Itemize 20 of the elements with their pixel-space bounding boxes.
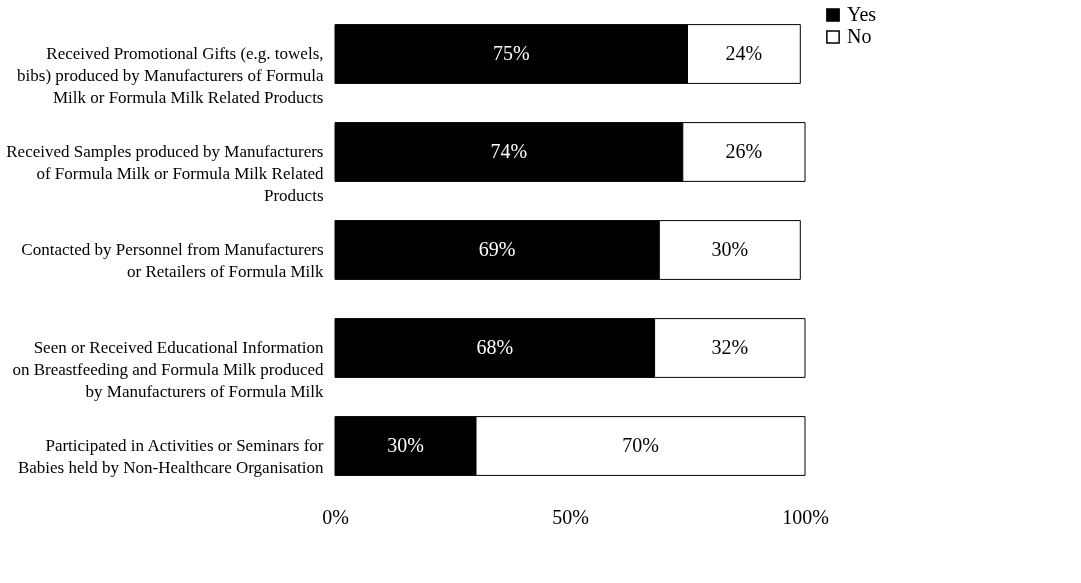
data-label: 69% [478, 238, 516, 260]
legend-label: No [847, 25, 872, 47]
data-label: 68% [476, 336, 514, 358]
data-label: 30% [387, 434, 424, 456]
data-label: 30% [711, 238, 749, 260]
x-tick-label: 0% [322, 505, 349, 528]
x-tick-label: 100% [782, 505, 829, 528]
data-label: 75% [492, 42, 530, 64]
data-label: 32% [711, 336, 749, 358]
data-label: 24% [725, 42, 763, 64]
y-tick-label: Received Samples produced by Manufacturers of Formula Milk or Formula Milk Related Products [6, 142, 324, 205]
data-label: 26% [725, 140, 763, 162]
y-tick-label: Seen or Received Educational Information on Breastfeeding and Formula Milk produced by Manufacturers of Formula Milk [12, 338, 324, 401]
y-tick-label: Received Promotional Gifts (e.g. towels, bibs) produced by Manufacturers of Formula Milk or Formula Milk Related Products [17, 44, 324, 107]
data-label: 74% [490, 140, 528, 162]
x-tick-label: 50% [552, 505, 589, 528]
legend-label: Yes [847, 3, 877, 25]
y-tick-label: Contacted by Personnel from Manufacturers or Retailers of Formula Milk [21, 240, 324, 281]
y-tick-label: Participated in Activities or Seminars for Babies held by Non-Healthcare Organisation [17, 436, 324, 477]
data-label: 70% [622, 434, 659, 456]
